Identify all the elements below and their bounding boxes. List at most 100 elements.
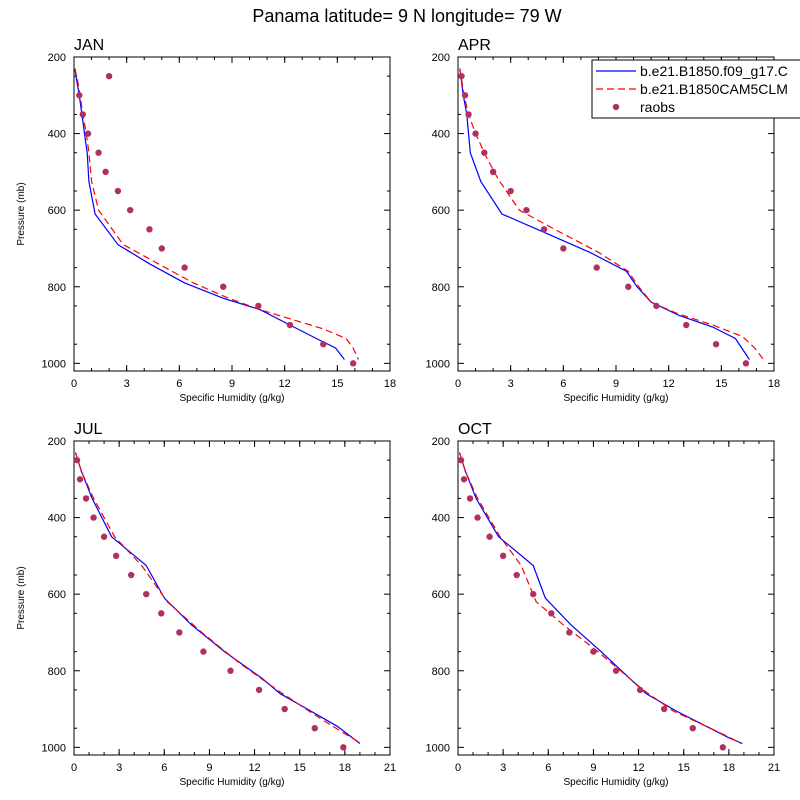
- legend-marker: [612, 103, 620, 111]
- x-tick-label: 15: [715, 378, 727, 390]
- raobs-point: [100, 533, 108, 540]
- raobs-point: [126, 206, 134, 214]
- x-tick-label: 0: [455, 378, 461, 390]
- raobs-point: [112, 552, 120, 560]
- y-tick-label: 200: [432, 436, 450, 448]
- raobs-point: [73, 456, 81, 464]
- raobs-point: [566, 629, 573, 636]
- x-tick-label: 0: [71, 378, 77, 390]
- f09-line: [458, 452, 743, 745]
- raobs-point: [143, 590, 150, 598]
- x-tick-label: 18: [384, 378, 396, 390]
- raobs-point: [612, 667, 620, 674]
- y-tick-label: 400: [48, 129, 66, 141]
- raobs-point: [625, 283, 632, 290]
- x-axis-label: Specific Humidity (g/kg): [179, 393, 284, 404]
- y-tick-label: 600: [48, 589, 66, 601]
- x-tick-label: 15: [678, 762, 690, 774]
- y-tick-label: 1000: [42, 358, 66, 370]
- raobs-point: [457, 456, 465, 464]
- f09-line: [74, 68, 345, 360]
- x-tick-label: 12: [663, 378, 675, 390]
- raobs-point: [127, 571, 135, 579]
- raobs-point: [540, 226, 548, 233]
- y-tick-label: 400: [432, 129, 450, 141]
- raobs-point: [466, 495, 474, 502]
- cam5clm-line: [459, 68, 764, 360]
- y-tick-label: 1000: [426, 742, 450, 754]
- panel-title: OCT: [458, 421, 492, 438]
- raobs-point: [474, 514, 481, 521]
- plot-frame: [73, 56, 391, 372]
- y-tick-label: 400: [48, 513, 66, 525]
- raobs-point: [712, 340, 720, 348]
- legend-box: [591, 59, 800, 119]
- x-tick-label: 21: [384, 762, 396, 774]
- y-tick-label: 800: [48, 282, 66, 294]
- y-tick-label: 1000: [42, 742, 66, 754]
- f09-line: [74, 452, 361, 744]
- raobs-point: [114, 187, 122, 195]
- y-tick-label: 1000: [426, 358, 450, 370]
- raobs-point: [176, 629, 183, 636]
- panel-jul: 200 400 600 800 1000 0 3 6 9 12 15 18 21 Specific Hum…: [16, 421, 396, 788]
- raobs-point: [349, 360, 357, 367]
- raobs-point: [79, 111, 86, 118]
- y-tick-label: 600: [432, 205, 450, 217]
- legend-label: b.e21.B1850CAM5CLM: [640, 81, 788, 97]
- raobs-point: [507, 187, 514, 195]
- y-tick-label: 800: [432, 282, 450, 294]
- raobs-point: [481, 149, 488, 156]
- raobs-point: [530, 590, 537, 598]
- legend-label: raobs: [640, 99, 675, 115]
- raobs-point: [458, 72, 465, 80]
- raobs-point: [465, 111, 472, 118]
- legend: b.e21.B1850.f09_g17.C b.e21.B1850CAM5CLM r…: [591, 59, 800, 119]
- plot-frame: [73, 440, 391, 756]
- raobs-point: [76, 476, 84, 483]
- x-tick-label: 9: [229, 378, 235, 390]
- x-tick-label: 3: [508, 378, 514, 390]
- x-tick-label: 6: [161, 762, 167, 774]
- panel-title: JAN: [74, 37, 104, 54]
- raobs-point: [158, 245, 165, 252]
- y-tick-label: 200: [48, 436, 66, 448]
- panel-title: JUL: [74, 421, 103, 438]
- raobs-point: [590, 648, 597, 655]
- x-axis-label: Specific Humidity (g/kg): [563, 393, 668, 404]
- y-tick-label: 200: [432, 52, 450, 64]
- panel-jan: 200 400 600 800 1000 0 3 6 9 12 15 18 Specific Humid…: [16, 37, 396, 404]
- raobs-point: [102, 168, 109, 176]
- raobs-point: [82, 495, 90, 502]
- raobs-point: [255, 686, 263, 694]
- x-tick-label: 9: [206, 762, 212, 774]
- x-tick-label: 3: [500, 762, 506, 774]
- y-tick-label: 600: [48, 205, 66, 217]
- raobs-point: [593, 264, 600, 271]
- x-axis-label: Specific Humidity (g/kg): [179, 777, 284, 788]
- panel-title: APR: [458, 37, 491, 54]
- x-tick-label: 6: [545, 762, 551, 774]
- x-tick-label: 21: [768, 762, 780, 774]
- raobs-point: [683, 321, 690, 329]
- raobs-point: [146, 226, 153, 233]
- raobs-point: [320, 340, 327, 348]
- x-tick-label: 18: [339, 762, 351, 774]
- cam5clm-line: [74, 68, 359, 360]
- x-tick-label: 15: [331, 378, 343, 390]
- x-tick-label: 3: [116, 762, 122, 774]
- x-tick-label: 15: [294, 762, 306, 774]
- raobs-point: [340, 744, 347, 751]
- raobs-point: [461, 92, 469, 99]
- x-tick-label: 12: [279, 378, 291, 390]
- x-tick-label: 9: [613, 378, 619, 390]
- x-tick-label: 9: [590, 762, 596, 774]
- y-tick-label: 800: [432, 666, 450, 678]
- x-tick-label: 18: [723, 762, 735, 774]
- panel-apr: 200 400 600 800 1000 0 3 6 9 12 15 18 Specific Humid…: [426, 37, 781, 404]
- raobs-point: [489, 168, 497, 176]
- raobs-point: [636, 686, 644, 694]
- raobs-point: [181, 264, 188, 271]
- raobs-point: [653, 302, 660, 310]
